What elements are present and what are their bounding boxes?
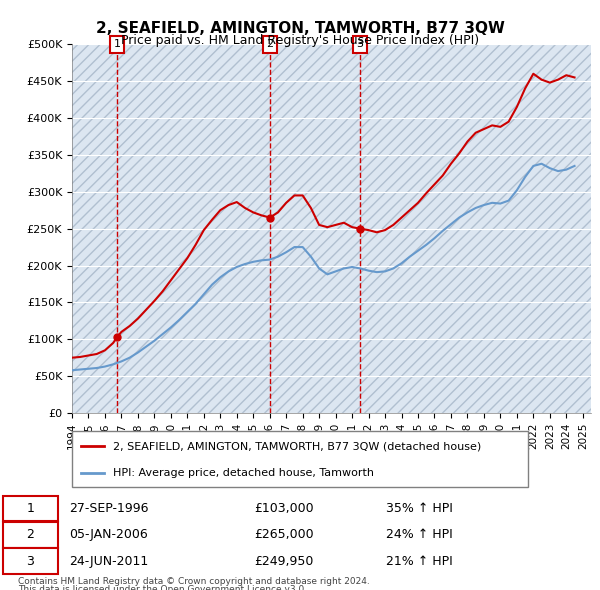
Text: Price paid vs. HM Land Registry's House Price Index (HPI): Price paid vs. HM Land Registry's House … (121, 34, 479, 47)
Text: 27-SEP-1996: 27-SEP-1996 (70, 502, 149, 515)
Text: 3: 3 (26, 555, 34, 568)
FancyBboxPatch shape (4, 522, 58, 548)
Text: This data is licensed under the Open Government Licence v3.0.: This data is licensed under the Open Gov… (18, 585, 307, 590)
Text: £249,950: £249,950 (254, 555, 313, 568)
Text: 21% ↑ HPI: 21% ↑ HPI (386, 555, 453, 568)
Text: 3: 3 (356, 40, 364, 49)
Text: 2, SEAFIELD, AMINGTON, TAMWORTH, B77 3QW: 2, SEAFIELD, AMINGTON, TAMWORTH, B77 3QW (95, 21, 505, 35)
Text: Contains HM Land Registry data © Crown copyright and database right 2024.: Contains HM Land Registry data © Crown c… (18, 577, 370, 586)
Text: £265,000: £265,000 (254, 529, 314, 542)
Text: 2: 2 (26, 529, 34, 542)
Text: 2: 2 (266, 40, 274, 49)
Text: 05-JAN-2006: 05-JAN-2006 (70, 529, 148, 542)
Text: 1: 1 (113, 40, 121, 49)
Text: 24-JUN-2011: 24-JUN-2011 (70, 555, 149, 568)
Text: HPI: Average price, detached house, Tamworth: HPI: Average price, detached house, Tamw… (113, 468, 374, 478)
Text: £103,000: £103,000 (254, 502, 314, 515)
FancyBboxPatch shape (4, 496, 58, 522)
Text: 35% ↑ HPI: 35% ↑ HPI (386, 502, 453, 515)
Text: 24% ↑ HPI: 24% ↑ HPI (386, 529, 453, 542)
FancyBboxPatch shape (4, 549, 58, 574)
Text: 2, SEAFIELD, AMINGTON, TAMWORTH, B77 3QW (detached house): 2, SEAFIELD, AMINGTON, TAMWORTH, B77 3QW… (113, 441, 481, 451)
FancyBboxPatch shape (72, 431, 528, 487)
Text: 1: 1 (26, 502, 34, 515)
